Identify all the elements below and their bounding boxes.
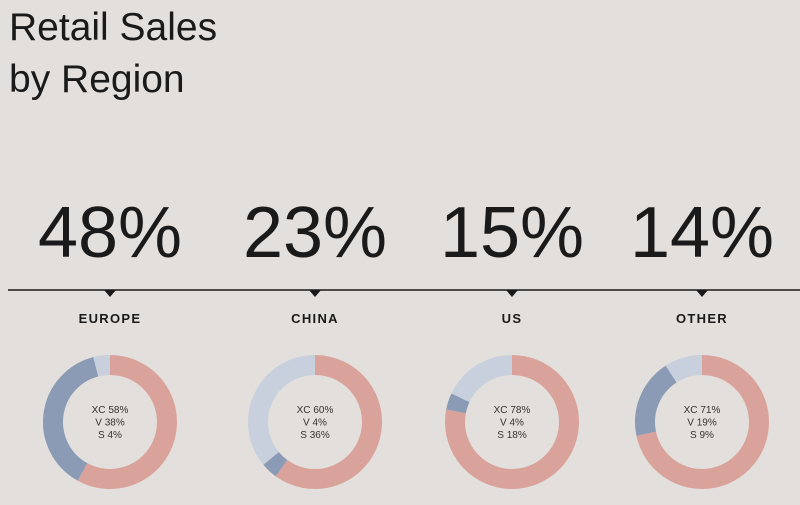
- center-label: XC 71%: [684, 405, 721, 416]
- center-label: S 18%: [497, 430, 527, 441]
- center-label: V 4%: [303, 417, 327, 428]
- donut-segment: [263, 451, 288, 477]
- region-label: CHINA: [291, 311, 339, 326]
- label-value: 38%: [105, 417, 125, 428]
- center-label: XC 78%: [494, 405, 531, 416]
- label-value: 18%: [507, 430, 527, 441]
- share-value: 23%: [243, 193, 387, 273]
- label-value: 36%: [310, 430, 330, 441]
- donut-segment: [451, 355, 513, 403]
- donut-segment: [445, 355, 579, 489]
- center-label: S 4%: [98, 430, 122, 441]
- share-value: 48%: [38, 193, 182, 273]
- label-category: XC: [684, 405, 698, 416]
- label-value: 58%: [108, 405, 128, 416]
- center-label: S 36%: [300, 430, 330, 441]
- donut-segment: [665, 355, 703, 383]
- share-value: 15%: [440, 193, 584, 273]
- region-label: EUROPE: [79, 311, 142, 326]
- label-value: 71%: [700, 405, 720, 416]
- center-label: XC 60%: [297, 405, 334, 416]
- label-category: XC: [92, 405, 106, 416]
- label-category: S: [98, 430, 105, 441]
- label-value: 60%: [313, 405, 333, 416]
- donut-segment: [77, 355, 177, 489]
- pointer: [506, 290, 518, 297]
- donut-segment: [446, 393, 470, 414]
- label-category: XC: [494, 405, 508, 416]
- donut-segment: [93, 355, 111, 377]
- pointer: [104, 290, 116, 297]
- label-value: 4%: [510, 417, 525, 428]
- label-value: 4%: [313, 417, 328, 428]
- label-category: S: [497, 430, 504, 441]
- center-label: V 19%: [687, 417, 717, 428]
- donut-segment: [636, 355, 769, 489]
- region-label: OTHER: [676, 311, 728, 326]
- center-label: V 38%: [95, 417, 125, 428]
- pointer: [696, 290, 708, 297]
- label-category: V: [687, 417, 694, 428]
- label-category: XC: [297, 405, 311, 416]
- label-value: 19%: [697, 417, 717, 428]
- label-category: V: [500, 417, 507, 428]
- region-label: US: [502, 311, 523, 326]
- page-title: Retail Sales by Region: [9, 6, 218, 101]
- label-value: 9%: [700, 430, 715, 441]
- label-category: V: [95, 417, 102, 428]
- label-category: S: [690, 430, 697, 441]
- donut-segment: [248, 355, 316, 465]
- center-label: XC 58%: [92, 405, 129, 416]
- donut-segment: [43, 357, 99, 481]
- donut-segment: [635, 365, 677, 436]
- label-category: V: [303, 417, 310, 428]
- label-value: 4%: [108, 430, 123, 441]
- donut-segment: [275, 355, 382, 489]
- label-category: S: [300, 430, 307, 441]
- center-label: V 4%: [500, 417, 524, 428]
- label-value: 78%: [510, 405, 530, 416]
- share-value: 14%: [630, 193, 774, 273]
- pointer: [309, 290, 321, 297]
- center-label: S 9%: [690, 430, 714, 441]
